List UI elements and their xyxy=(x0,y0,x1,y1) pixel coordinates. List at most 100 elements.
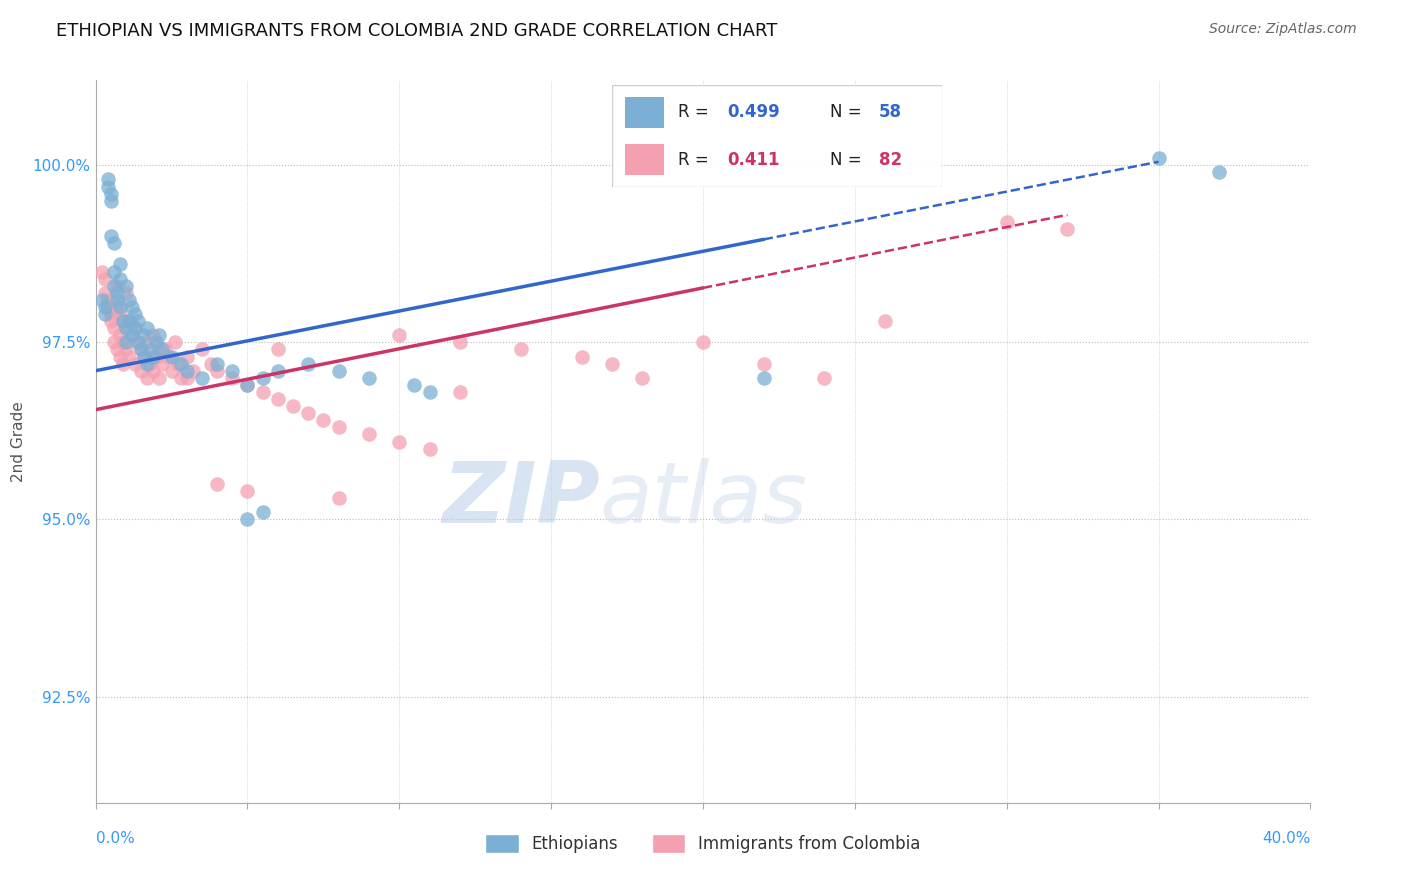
Point xyxy=(148,371,170,385)
FancyBboxPatch shape xyxy=(624,145,665,175)
Text: ETHIOPIAN VS IMMIGRANTS FROM COLOMBIA 2ND GRADE CORRELATION CHART: ETHIOPIAN VS IMMIGRANTS FROM COLOMBIA 2N… xyxy=(56,22,778,40)
Point xyxy=(134,350,156,364)
Text: 0.411: 0.411 xyxy=(727,151,780,169)
Text: N =: N = xyxy=(830,103,866,121)
Point xyxy=(312,413,335,427)
Point xyxy=(127,314,149,328)
Point xyxy=(93,307,115,321)
Point xyxy=(97,179,120,194)
Point xyxy=(176,371,198,385)
Point xyxy=(357,371,380,385)
Point xyxy=(281,399,304,413)
Point xyxy=(236,512,259,526)
Point xyxy=(111,357,134,371)
Point xyxy=(205,364,228,378)
Point xyxy=(152,357,174,371)
Point xyxy=(236,377,259,392)
Point xyxy=(124,321,146,335)
Text: N =: N = xyxy=(830,151,866,169)
Point xyxy=(136,335,159,350)
Point xyxy=(200,357,222,371)
Point xyxy=(105,300,128,314)
Point xyxy=(118,293,141,307)
Point xyxy=(127,335,149,350)
Point xyxy=(752,371,775,385)
Point xyxy=(145,350,167,364)
Text: 82: 82 xyxy=(879,151,903,169)
Point xyxy=(118,314,141,328)
Point xyxy=(105,278,128,293)
Point xyxy=(236,484,259,499)
Point xyxy=(127,335,149,350)
Point xyxy=(221,364,243,378)
Point xyxy=(115,278,138,293)
Point xyxy=(252,505,274,519)
Point xyxy=(111,314,134,328)
Point xyxy=(136,321,159,335)
Text: ZIP: ZIP xyxy=(441,458,600,541)
Point xyxy=(121,300,143,314)
Point xyxy=(145,335,167,350)
Point xyxy=(166,357,188,371)
Text: 58: 58 xyxy=(879,103,903,121)
Point xyxy=(631,371,654,385)
Point xyxy=(152,343,174,357)
Point xyxy=(221,371,243,385)
Point xyxy=(419,442,441,456)
Point xyxy=(267,392,290,406)
Point xyxy=(388,328,411,343)
Point xyxy=(236,377,259,392)
Point xyxy=(176,364,198,378)
Point xyxy=(252,384,274,399)
Text: Source: ZipAtlas.com: Source: ZipAtlas.com xyxy=(1209,22,1357,37)
Point xyxy=(105,293,128,307)
Point xyxy=(328,420,350,434)
Point xyxy=(1147,151,1170,165)
Point xyxy=(121,328,143,343)
Point xyxy=(571,350,593,364)
Point xyxy=(157,350,180,364)
Legend: Ethiopians, Immigrants from Colombia: Ethiopians, Immigrants from Colombia xyxy=(478,827,928,860)
Point xyxy=(1056,222,1078,236)
Point xyxy=(142,328,165,343)
Point xyxy=(93,271,115,285)
Point xyxy=(419,384,441,399)
Point xyxy=(191,343,214,357)
Point xyxy=(103,335,125,350)
Point xyxy=(115,321,138,335)
Point xyxy=(108,350,131,364)
Point xyxy=(404,377,426,392)
Point xyxy=(136,357,159,371)
FancyBboxPatch shape xyxy=(624,97,665,128)
Point xyxy=(875,314,897,328)
Point xyxy=(388,434,411,449)
Point xyxy=(97,172,120,186)
Point xyxy=(139,343,162,357)
Point xyxy=(181,364,204,378)
Point xyxy=(142,364,165,378)
Point xyxy=(134,350,156,364)
FancyBboxPatch shape xyxy=(612,85,942,187)
Point xyxy=(600,357,623,371)
Text: atlas: atlas xyxy=(600,458,807,541)
Point xyxy=(191,371,214,385)
Point xyxy=(103,264,125,278)
Point xyxy=(995,215,1018,229)
Point xyxy=(357,427,380,442)
Point xyxy=(115,335,138,350)
Point xyxy=(105,285,128,300)
Point xyxy=(449,335,471,350)
Point xyxy=(100,314,122,328)
Point xyxy=(692,335,714,350)
Point xyxy=(129,343,152,357)
Point xyxy=(148,343,170,357)
Point xyxy=(328,364,350,378)
Point xyxy=(105,343,128,357)
Point xyxy=(267,343,290,357)
Point xyxy=(108,300,131,314)
Point xyxy=(267,364,290,378)
Y-axis label: 2nd Grade: 2nd Grade xyxy=(11,401,25,482)
Point xyxy=(108,328,131,343)
Text: 40.0%: 40.0% xyxy=(1263,831,1310,846)
Point xyxy=(111,314,134,328)
